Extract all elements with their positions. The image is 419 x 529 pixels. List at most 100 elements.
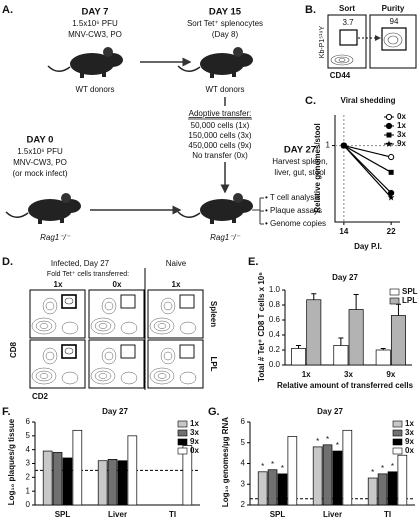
chart-title: Day 27 [102,407,128,416]
y-tick-label: 6 [26,417,31,426]
contour [98,323,108,329]
axis-label: CD8 [9,341,18,358]
gate [381,27,407,51]
panel-label: A. [2,4,13,16]
legend-label: 1x [405,419,414,428]
legend-label: 9x [405,437,414,446]
contour [35,370,53,382]
y-tick-label: 3 [241,479,246,488]
legend-label: 0x [405,446,414,455]
error-bar [338,337,344,346]
legend-swatch [389,297,400,305]
x-tick-label: SPL [55,510,71,519]
bar [107,459,118,506]
contour [149,317,175,335]
error-bar [380,348,386,350]
x-tick-label: 1x [302,370,311,379]
chart-title: Viral shedding [341,96,396,105]
transfer-group: No transfer (0x) [192,151,248,160]
axis-label: Kb-P1⁵¹⁹Y [319,25,326,58]
contour [101,297,117,315]
mouse-icon [47,46,124,79]
bar [127,435,138,506]
x-tick-label: Liver [323,510,342,519]
y-tick-label: 5 [26,431,31,440]
bar [52,452,63,506]
mouse-label: WT donors [206,85,245,94]
gate [61,294,77,309]
panel-label: E. [248,256,258,268]
bar [42,450,53,506]
bar [375,349,391,366]
y-tick-label: 0.0 [269,360,281,369]
step-title: DAY 15 [209,7,242,18]
bar [390,315,406,366]
legend-swatch [392,420,403,428]
x-tick-label: 3x [344,370,353,379]
flow-plot [88,289,145,339]
column-header: Sort [339,4,355,13]
y-axis-label: Log₁₀ plaques/g tissue [7,418,16,505]
series-line [343,145,392,173]
x-tick-label: Liver [108,510,127,519]
contour [39,373,49,379]
legend-swatch [177,447,188,455]
error-bar [353,294,359,310]
legend-label: 3x [397,130,406,139]
gate-value: 3.7 [342,18,354,27]
contour [120,371,138,385]
significance: * [326,435,329,444]
contour [153,320,171,332]
step-title: DAY 0 [27,135,54,146]
y-tick-label: 2 [26,472,31,481]
contour [163,301,173,311]
x-tick-label: SPL [270,510,286,519]
gate [120,344,136,359]
step-text: Harvest spleen, [272,157,328,166]
flow-plot [88,339,145,389]
gate [179,294,195,309]
bar [332,450,343,506]
panel-label: D. [2,256,13,268]
flow-plot [147,289,204,339]
gate-value: 94 [390,17,399,26]
panel-label: G. [208,406,220,418]
gate [61,344,77,359]
chart-title: Day 27 [317,407,343,416]
marker [387,193,395,201]
y-tick-label: 0.6 [269,315,281,324]
contours [330,32,403,66]
analysis: • T cell analysis [265,193,320,202]
axes [334,115,400,223]
x-axis-label: Relative amount of transferred cells [277,381,414,390]
step-title: DAY 27 [284,145,316,156]
step-text: (Day 8) [212,30,239,39]
contour [157,373,167,379]
mouse-label: WT donors [76,85,115,94]
bar [322,444,333,506]
contour [42,297,58,315]
significance: * [371,468,374,477]
bar [277,473,288,506]
bar [182,445,193,506]
legend-swatch [177,420,188,428]
mouse-label: Rag1⁻/⁻ [40,233,71,242]
y-tick-label: 1.0 [269,285,281,294]
legend-marker [385,140,393,147]
contour [179,371,197,385]
step-text: Sort Tet⁺ splenocytes [187,19,263,28]
flow-plot [147,339,204,389]
legend-swatch [392,447,403,455]
column-header: Purity [382,4,405,13]
y-tick-label: 0.8 [269,300,281,309]
x-tick-label: 14 [339,227,348,236]
legend-label: 3x [190,428,199,437]
mouse-icon [5,192,82,225]
transfer-title: Adoptive transfer: [189,109,252,118]
contour [163,351,173,361]
legend-label: LPL [402,296,417,305]
contour [64,297,74,305]
contour [179,321,197,335]
y-axis-label: Log₁₀ genomes/µg RNA [221,417,230,507]
transfer-group: 150,000 cells (3x) [188,131,251,140]
